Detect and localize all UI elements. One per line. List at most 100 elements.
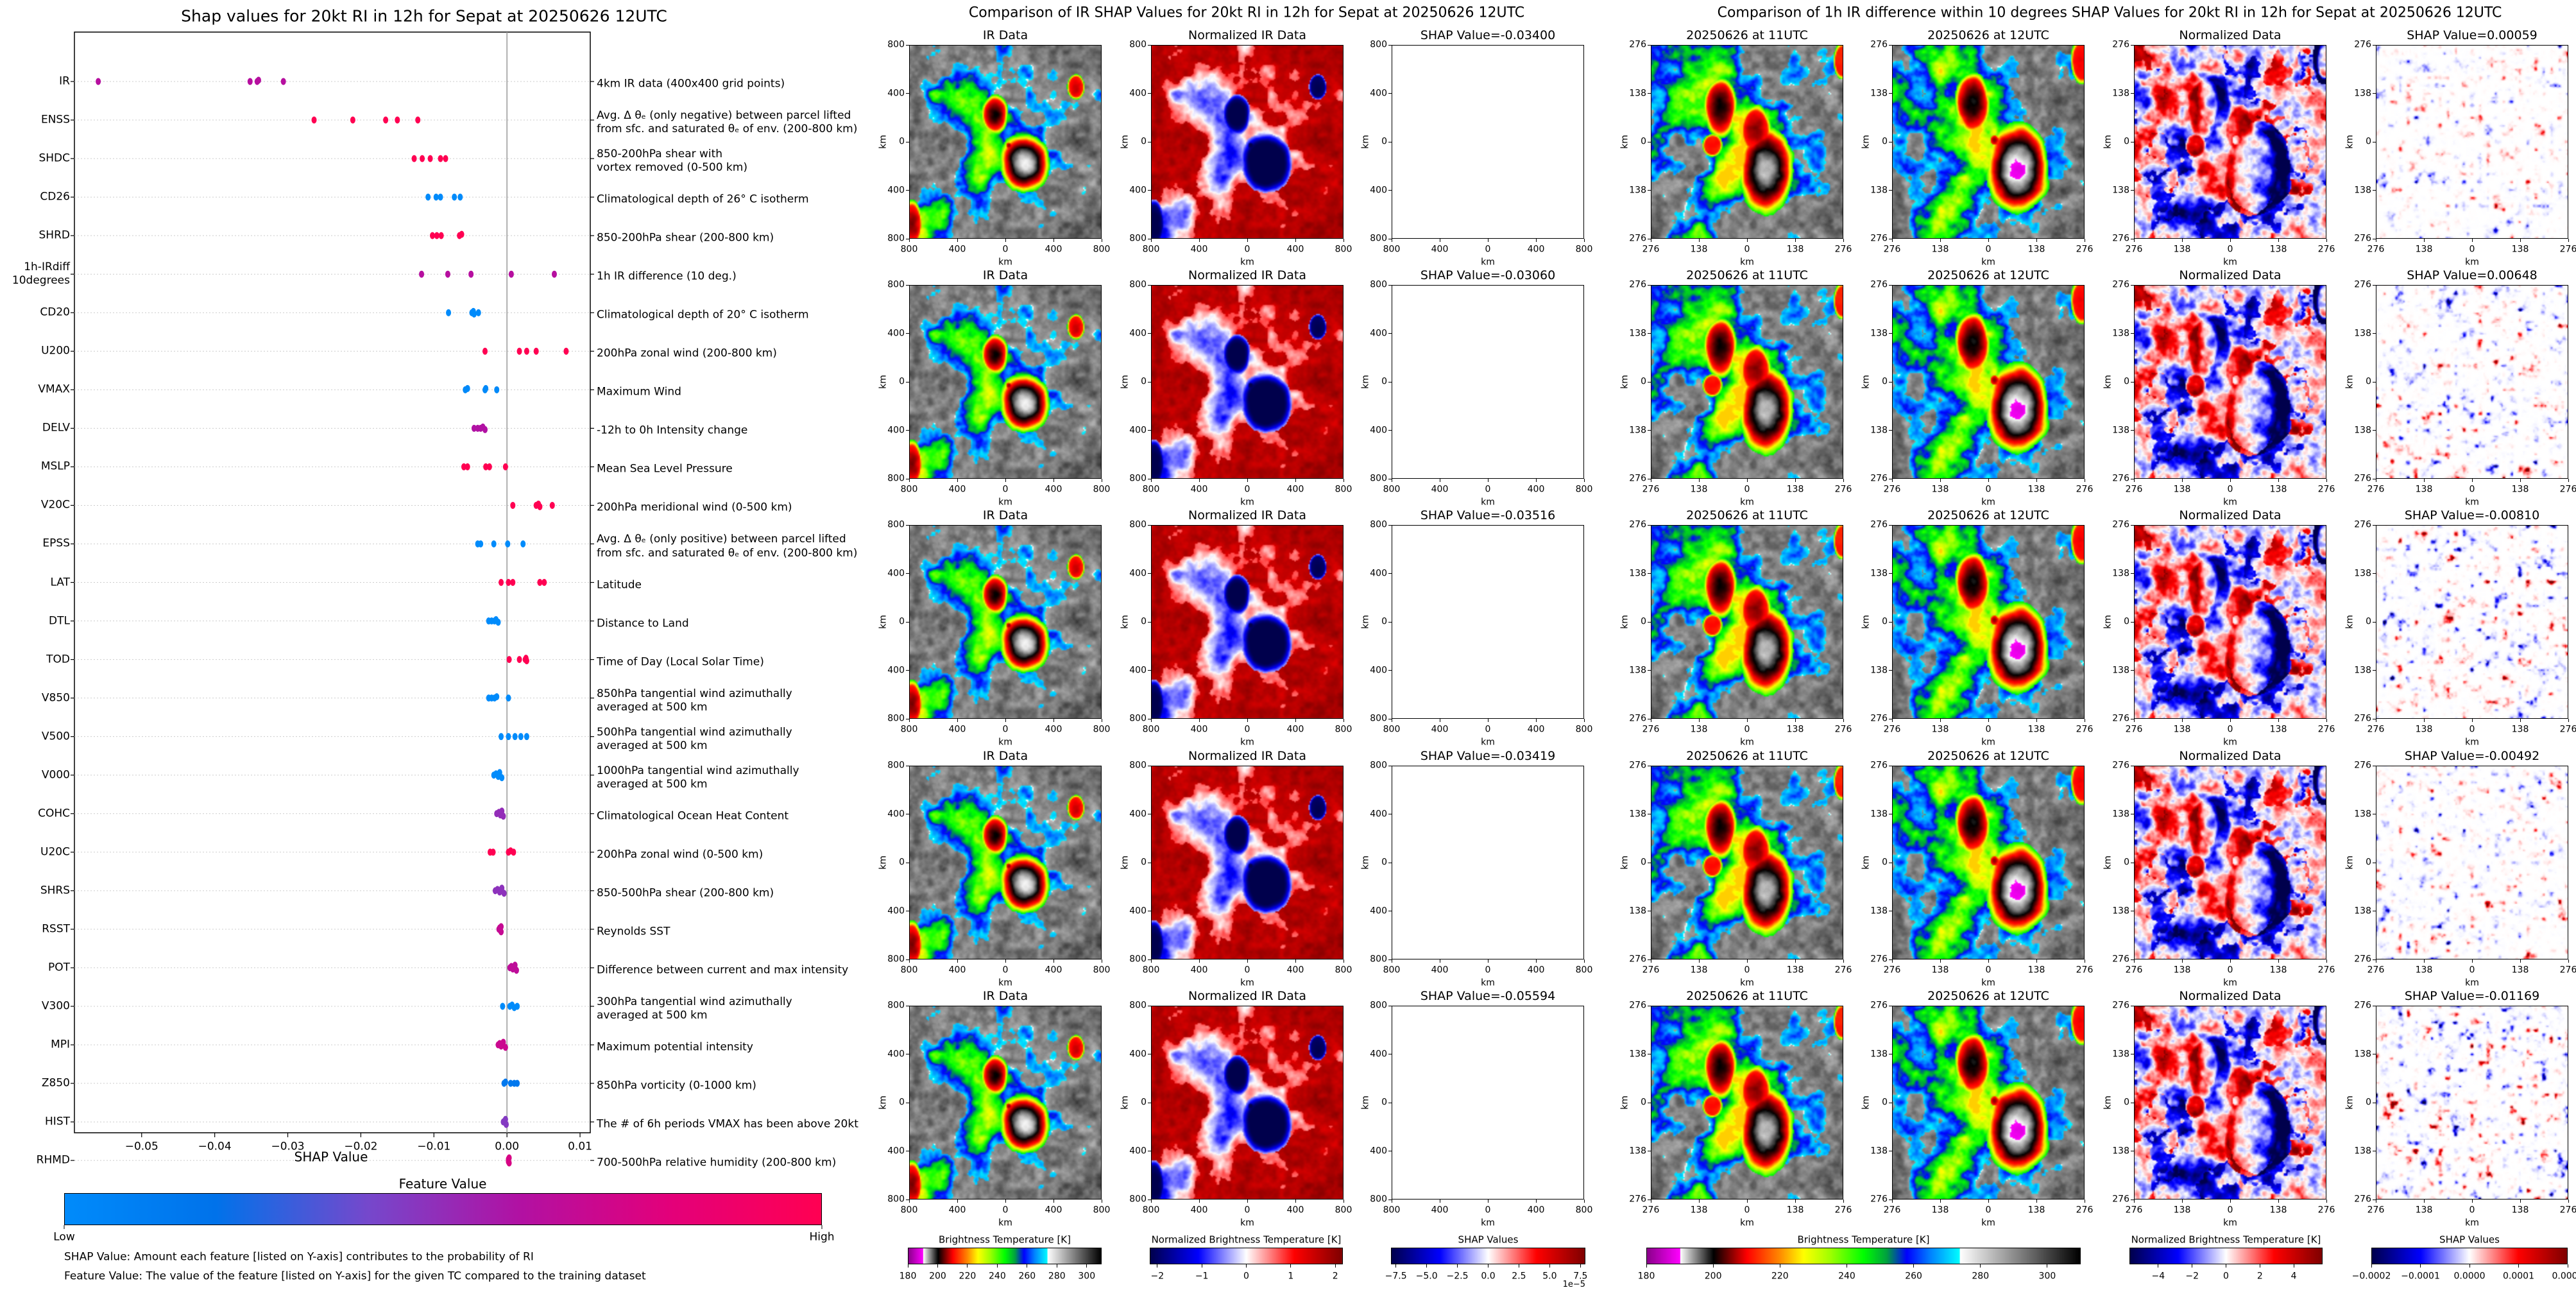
ir-12utc-heatmap [1893,46,2084,238]
y-tick-label: 276 [1870,39,1888,51]
x-tick-label: 276 [2126,1205,2143,1216]
x-tick-label: 276 [1884,484,1901,495]
y-tick-label: 400 [1370,328,1387,340]
x-tick-label: 276 [2560,724,2576,735]
x-axis-label: km [2465,977,2479,989]
x-tick-label: 0 [1986,724,1992,735]
y-tick-label: 800 [887,760,905,771]
y-tick-label: 400 [1129,425,1147,436]
diff-shap-heatmap [2376,1006,2568,1199]
colorbar-seismic [2129,1248,2323,1264]
x-tick [1843,719,1844,722]
x-tick-label: 800 [1335,724,1352,735]
y-tick-label: 0 [1882,376,1888,388]
x-tick-label: 400 [949,484,966,495]
colorbar-title: Normalized Brightness Temperature [K] [2131,1234,2321,1246]
y-tick-label: 400 [1129,906,1147,917]
y-tick [2373,670,2376,671]
x-tick [1940,479,1941,482]
x-tick-label: 800 [1383,965,1401,976]
y-axis-label: km [1861,856,1872,870]
x-tick [1699,1200,1700,1203]
y-axis-label: km [878,615,889,629]
ir-shap-heatmap [1392,1006,1583,1199]
y-tick-label: 276 [1870,473,1888,485]
y-tick-label: 800 [887,954,905,965]
x-tick-label: 276 [1835,244,1852,255]
y-tick-label: 138 [1870,185,1888,196]
y-tick-label: 0 [899,1097,905,1108]
x-tick [2424,1200,2425,1203]
x-tick [2134,239,2135,242]
y-tick [1889,333,1892,334]
y-tick [1648,622,1651,623]
y-tick [906,430,909,431]
x-tick [1247,959,1248,963]
x-tick-label: 276 [2318,1205,2335,1216]
y-tick [1889,190,1892,191]
x-tick-label: 138 [1787,965,1804,976]
y-tick [1148,670,1151,671]
x-tick [1247,1200,1248,1203]
y-tick [2131,45,2134,46]
y-tick-label: 0 [1381,1097,1387,1108]
y-tick [1889,45,1892,46]
x-tick [2230,239,2231,242]
y-axis-label: km [1120,615,1131,629]
x-tick-label: 138 [1932,1205,1949,1216]
x-tick-label: 138 [2174,724,2191,735]
y-tick-label: 800 [887,519,905,531]
x-tick-label: 276 [2076,965,2094,976]
colorbar-tick-label: −4 [2152,1271,2165,1282]
x-axis-label: km [1240,257,1254,268]
y-tick-label: 138 [1629,1049,1646,1060]
x-tick-label: 0 [2469,965,2475,976]
y-tick-label: 0 [1882,616,1888,628]
x-tick-label: 276 [2318,965,2335,976]
x-tick [2278,1200,2279,1203]
x-tick-label: 138 [2512,484,2529,495]
x-axis-label: km [1740,257,1754,268]
y-axis-label: km [2344,615,2356,629]
y-tick [1648,333,1651,334]
y-tick-label: 800 [1129,713,1147,725]
x-tick [2326,239,2327,242]
y-tick [2373,622,2376,623]
x-tick-label: 276 [2318,484,2335,495]
x-tick-label: 138 [1691,484,1708,495]
x-tick-label: 138 [2028,724,2045,735]
x-tick [2472,1200,2473,1203]
x-tick [1584,959,1585,963]
x-tick [1988,479,1989,482]
x-axis-label: km [2465,257,2479,268]
diff-shap-heatmap [2376,46,2568,238]
x-tick [1053,479,1054,482]
y-tick [1889,670,1892,671]
y-axis-label: km [1619,615,1631,629]
x-tick [2230,1200,2231,1203]
x-tick-label: 138 [2416,1205,2433,1216]
x-tick [1343,479,1344,482]
colorbar-tick-label: 240 [1838,1271,1855,1282]
ir-12utc-panel [1892,1006,2085,1200]
y-tick [906,670,909,671]
x-tick-label: 0 [1485,724,1491,735]
colorbar-tick [1646,1264,1647,1268]
x-tick-label: 800 [1143,244,1160,255]
x-tick [2278,479,2279,482]
y-tick-label: 0 [2366,376,2371,388]
panel-title: 20250626 at 11UTC [1686,28,1808,44]
y-tick-label: 800 [1370,233,1387,245]
y-tick [1648,430,1651,431]
x-tick-label: 0 [1744,1205,1750,1216]
y-axis-label: km [1360,1096,1372,1110]
y-tick-label: 800 [1370,954,1387,965]
panel-title: Normalized Data [2179,28,2281,44]
y-axis-label: km [1360,856,1372,870]
y-tick-label: 800 [1370,473,1387,485]
x-tick-label: 138 [2028,1205,2045,1216]
x-tick-label: 800 [901,244,918,255]
y-tick-label: 276 [2354,760,2371,771]
x-tick-label: 400 [1287,484,1304,495]
x-tick-label: 800 [1335,484,1352,495]
